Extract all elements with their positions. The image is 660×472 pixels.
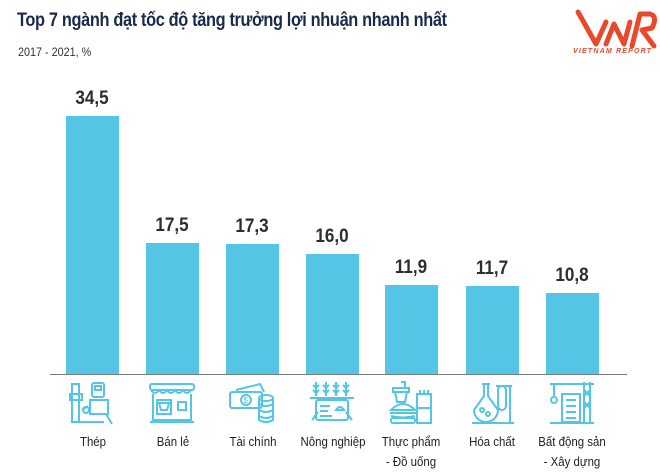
category-label: Nông nghiệp [300, 434, 366, 449]
chart-title: Top 7 ngành đạt tốc độ tăng trưởng lợi n… [17, 10, 447, 31]
value-label: 17,3 [235, 216, 269, 237]
svg-text:$: $ [244, 396, 249, 405]
bar-bat-dong-san-xay-dung [546, 293, 599, 374]
logo-text: VIETNAM REPORT [573, 48, 653, 55]
chemistry-flask-icon [472, 383, 514, 424]
bar-nong-nghiep [306, 254, 359, 374]
value-label: 10,8 [555, 265, 589, 286]
value-label: 11,9 [394, 257, 428, 278]
category-label: Thép [79, 434, 107, 449]
burger-drink-icon [388, 381, 432, 424]
construction-crane-icon [550, 382, 594, 424]
agriculture-tablet-icon [310, 382, 354, 421]
value-label: 11,7 [475, 258, 509, 279]
chart-subtitle: 2017 - 2021, % [18, 45, 92, 59]
steel-worker-icon [69, 382, 113, 425]
bar-tai-chinh [226, 244, 279, 374]
bar-ban-le [146, 243, 199, 374]
category-label: Tài chính [229, 434, 277, 449]
value-label: 17,5 [155, 215, 189, 236]
vnr-logo-icon [575, 9, 658, 49]
bar-hoa-chat [466, 286, 519, 374]
value-label: 16,0 [315, 226, 349, 247]
category-label: Bán lẻ [156, 434, 190, 449]
category-label: Bất động sản - Xây dựng [538, 434, 606, 469]
bar-thuc-pham-do-uong [385, 285, 438, 374]
category-label: Thực phẩm - Đồ uống [381, 434, 441, 469]
x-axis-baseline [50, 374, 627, 375]
storefront-icon [149, 383, 195, 423]
money-coins-icon: $ [229, 382, 274, 423]
bar-thep [66, 116, 119, 374]
value-label: 34,5 [75, 88, 109, 109]
category-label: Hóa chất [469, 434, 515, 449]
